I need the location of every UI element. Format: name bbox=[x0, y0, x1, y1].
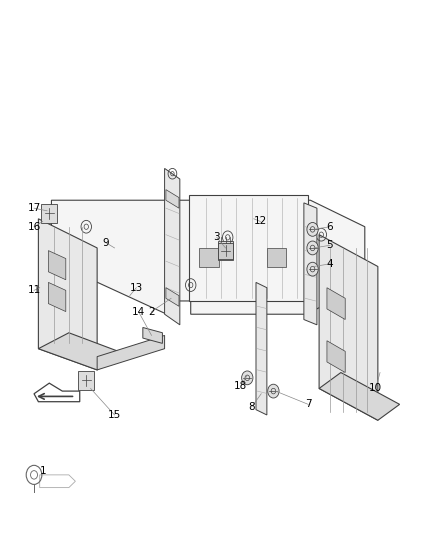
Polygon shape bbox=[51, 200, 365, 314]
Text: 9: 9 bbox=[102, 238, 109, 248]
Polygon shape bbox=[256, 282, 267, 415]
Polygon shape bbox=[39, 219, 97, 370]
Circle shape bbox=[307, 241, 318, 255]
Text: 12: 12 bbox=[254, 216, 267, 227]
Polygon shape bbox=[166, 190, 179, 208]
Text: 16: 16 bbox=[28, 222, 41, 232]
Polygon shape bbox=[97, 335, 165, 370]
Text: 10: 10 bbox=[369, 383, 382, 393]
Text: 7: 7 bbox=[305, 399, 311, 409]
Text: 6: 6 bbox=[327, 222, 333, 232]
Circle shape bbox=[307, 262, 318, 276]
Circle shape bbox=[242, 371, 253, 385]
Polygon shape bbox=[188, 195, 308, 301]
Polygon shape bbox=[48, 251, 66, 280]
Polygon shape bbox=[319, 235, 378, 420]
Text: 11: 11 bbox=[28, 285, 41, 295]
Text: 18: 18 bbox=[234, 381, 247, 391]
Text: 3: 3 bbox=[213, 232, 220, 243]
Polygon shape bbox=[267, 248, 286, 266]
Polygon shape bbox=[199, 248, 219, 266]
Circle shape bbox=[307, 222, 318, 236]
Text: 15: 15 bbox=[108, 410, 121, 420]
Polygon shape bbox=[218, 243, 233, 259]
Polygon shape bbox=[327, 341, 345, 373]
Text: 14: 14 bbox=[132, 306, 145, 317]
Text: 1: 1 bbox=[39, 466, 46, 475]
Polygon shape bbox=[165, 168, 180, 325]
Polygon shape bbox=[304, 203, 317, 325]
Text: 13: 13 bbox=[130, 282, 143, 293]
Polygon shape bbox=[166, 288, 179, 306]
Polygon shape bbox=[34, 383, 80, 402]
Polygon shape bbox=[48, 282, 66, 312]
Text: 2: 2 bbox=[148, 306, 155, 317]
Circle shape bbox=[268, 384, 279, 398]
Polygon shape bbox=[319, 373, 399, 420]
Polygon shape bbox=[218, 241, 233, 260]
Text: 4: 4 bbox=[327, 259, 333, 269]
Text: 5: 5 bbox=[327, 240, 333, 251]
Polygon shape bbox=[78, 371, 94, 390]
Polygon shape bbox=[40, 475, 75, 488]
Polygon shape bbox=[143, 327, 162, 343]
Text: 8: 8 bbox=[248, 402, 255, 412]
Polygon shape bbox=[39, 333, 125, 370]
Polygon shape bbox=[327, 288, 345, 319]
Text: 17: 17 bbox=[28, 203, 41, 213]
Polygon shape bbox=[42, 204, 57, 223]
